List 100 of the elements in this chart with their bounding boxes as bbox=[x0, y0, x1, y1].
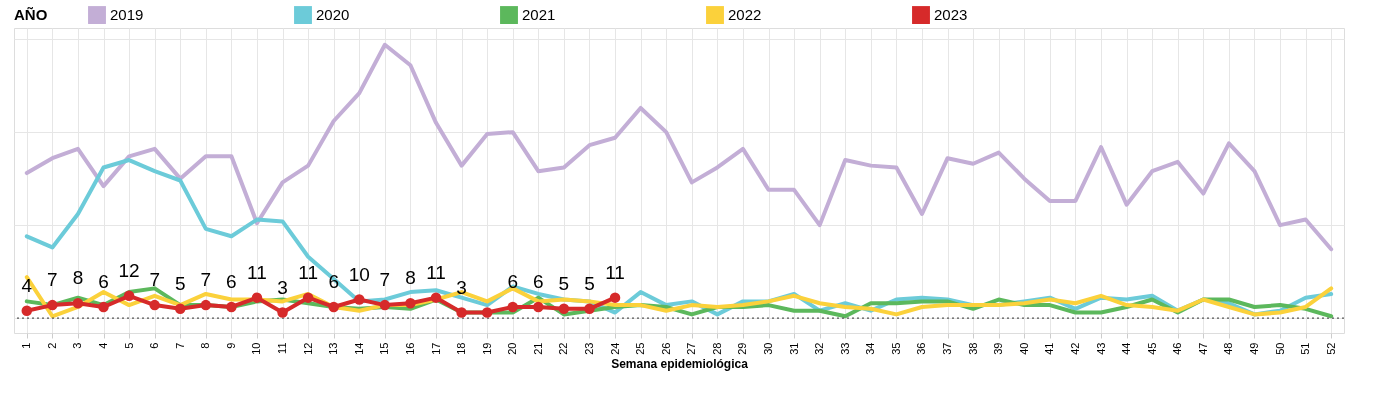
x-tick-label: 14 bbox=[352, 342, 365, 355]
x-tick-label: 26 bbox=[659, 342, 672, 355]
x-tick-label: 38 bbox=[966, 342, 979, 355]
x-tick-label: 29 bbox=[736, 342, 749, 355]
point bbox=[123, 290, 135, 302]
data-label: 6 bbox=[98, 270, 109, 292]
point bbox=[533, 301, 544, 313]
x-tick-label: 35 bbox=[889, 342, 902, 355]
point bbox=[405, 298, 416, 309]
point bbox=[149, 299, 160, 311]
x-tick-label: 27 bbox=[685, 342, 698, 355]
x-tick-label: 51 bbox=[1299, 342, 1312, 355]
x-tick-label: 20 bbox=[506, 342, 519, 355]
x-tick-label: 3 bbox=[71, 342, 84, 349]
legend-title: AÑO bbox=[14, 6, 48, 23]
x-tick-label: 25 bbox=[634, 342, 647, 355]
x-tick-label: 48 bbox=[1222, 342, 1235, 355]
data-label: 3 bbox=[277, 276, 288, 298]
x-axis-title: Semana epidemiológica bbox=[611, 356, 749, 371]
point bbox=[507, 301, 518, 313]
x-tick-label: 2 bbox=[45, 342, 58, 349]
x-tick-label: 8 bbox=[199, 342, 212, 349]
data-label: 7 bbox=[200, 269, 212, 291]
point bbox=[251, 292, 263, 303]
x-tick-label: 12 bbox=[301, 342, 314, 355]
point bbox=[328, 301, 339, 313]
x-tick-label: 6 bbox=[148, 342, 161, 349]
x-tick-label: 40 bbox=[1017, 342, 1030, 355]
point bbox=[558, 303, 570, 315]
point bbox=[98, 301, 109, 313]
data-label: 12 bbox=[118, 259, 140, 281]
legend-label: 2019 bbox=[110, 6, 144, 24]
point bbox=[21, 305, 33, 316]
point bbox=[200, 299, 212, 311]
data-label: 5 bbox=[174, 272, 186, 294]
x-tick-label: 28 bbox=[710, 342, 723, 355]
x-tick-label: 19 bbox=[480, 342, 493, 355]
x-tick-label: 32 bbox=[813, 342, 826, 355]
x-tick-label: 39 bbox=[992, 342, 1005, 355]
x-tick-label: 33 bbox=[838, 342, 851, 355]
data-label: 10 bbox=[348, 263, 370, 285]
x-tick-label: 30 bbox=[762, 342, 775, 355]
x-tick-label: 18 bbox=[455, 342, 468, 355]
point bbox=[430, 292, 442, 303]
data-label: 11 bbox=[426, 261, 446, 283]
x-tick-label: 43 bbox=[1094, 342, 1107, 355]
x-tick-label: 31 bbox=[787, 342, 800, 355]
data-label: 8 bbox=[405, 267, 416, 289]
data-label: 11 bbox=[247, 261, 267, 283]
x-tick-label: 5 bbox=[122, 342, 135, 349]
x-tick-label: 36 bbox=[915, 342, 928, 355]
data-label: 6 bbox=[226, 270, 237, 292]
x-tick-label: 10 bbox=[250, 342, 263, 355]
point bbox=[72, 298, 84, 309]
data-label: 4 bbox=[21, 274, 33, 296]
x-tick-label: 4 bbox=[97, 342, 110, 349]
point bbox=[302, 292, 314, 303]
point bbox=[47, 299, 58, 311]
point bbox=[277, 307, 288, 318]
x-tick-label: 7 bbox=[173, 342, 186, 349]
x-tick-label: 47 bbox=[1196, 342, 1209, 355]
x-tick-label: 21 bbox=[531, 342, 544, 355]
point bbox=[354, 294, 365, 305]
point bbox=[609, 292, 621, 303]
data-label: 11 bbox=[605, 261, 625, 283]
point bbox=[226, 301, 237, 313]
x-tick-label: 42 bbox=[1068, 342, 1081, 355]
x-tick-label: 41 bbox=[1043, 342, 1056, 355]
legend-label: 2022 bbox=[728, 6, 762, 24]
data-label: 7 bbox=[47, 269, 58, 291]
point bbox=[379, 299, 391, 311]
point bbox=[175, 303, 186, 315]
legend-label: 2020 bbox=[316, 6, 350, 24]
point bbox=[481, 307, 493, 318]
data-label: 11 bbox=[298, 261, 318, 283]
data-label: 7 bbox=[379, 269, 391, 291]
x-tick-label: 45 bbox=[1145, 342, 1158, 355]
x-tick-label: 22 bbox=[557, 342, 570, 355]
x-tick-label: 50 bbox=[1273, 342, 1286, 355]
x-tick-label: 24 bbox=[608, 342, 621, 355]
data-label: 8 bbox=[72, 267, 84, 289]
x-tick-label: 11 bbox=[276, 342, 289, 354]
x-tick-label: 23 bbox=[582, 342, 595, 355]
x-tick-label: 34 bbox=[864, 342, 877, 355]
x-tick-label: 13 bbox=[327, 342, 340, 355]
x-tick-label: 15 bbox=[378, 342, 391, 355]
x-tick-label: 16 bbox=[403, 342, 416, 355]
x-tick-label: 52 bbox=[1324, 342, 1337, 355]
x-tick-label: 37 bbox=[941, 342, 954, 355]
data-label: 5 bbox=[584, 272, 595, 294]
data-label: 6 bbox=[533, 270, 544, 292]
point bbox=[456, 307, 467, 318]
x-tick-label: 46 bbox=[1171, 342, 1184, 355]
data-label: 6 bbox=[328, 270, 339, 292]
x-tick-label: 1 bbox=[20, 342, 33, 349]
x-tick-label: 44 bbox=[1120, 342, 1133, 355]
point bbox=[584, 303, 595, 315]
x-tick-label: 9 bbox=[224, 342, 237, 349]
legend-label: 2023 bbox=[934, 6, 968, 24]
data-label: 7 bbox=[149, 269, 160, 291]
